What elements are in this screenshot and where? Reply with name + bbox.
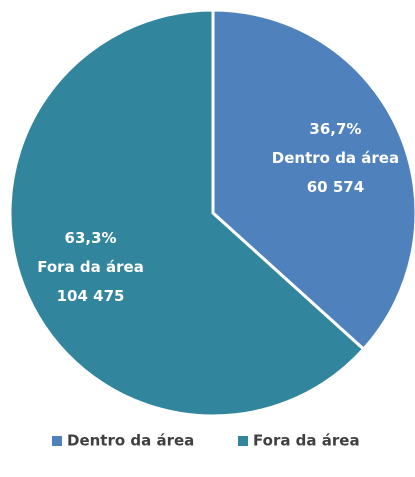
legend-swatch (238, 436, 248, 446)
legend-label: Dentro da área (67, 432, 194, 450)
pie-slice (211, 8, 415, 352)
slice-name: Fora da área (37, 258, 144, 276)
slice-name: Dentro da área (272, 149, 399, 167)
legend-swatch (52, 436, 62, 446)
slice-percent: 63,3% (65, 229, 117, 247)
slice-percent: 36,7% (309, 120, 361, 138)
slice-value: 104 475 (57, 287, 125, 305)
slice-value: 60 574 (307, 178, 364, 196)
legend-label: Fora da área (253, 432, 360, 450)
pie-slice (8, 8, 366, 418)
